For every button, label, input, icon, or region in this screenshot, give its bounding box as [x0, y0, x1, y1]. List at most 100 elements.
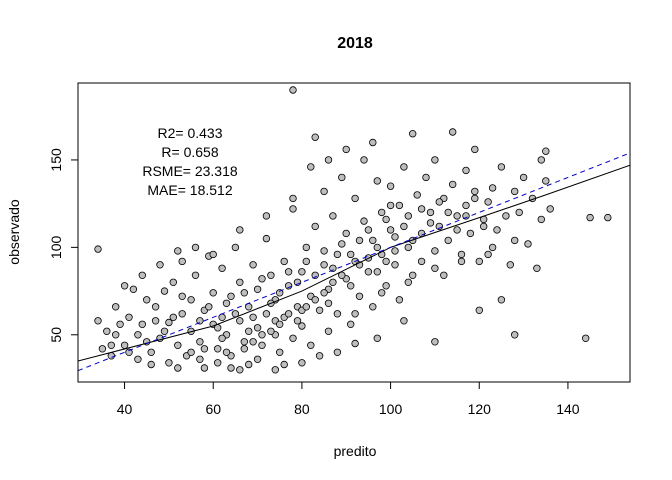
data-point: [502, 212, 510, 220]
data-point: [196, 338, 204, 346]
data-point: [289, 205, 297, 213]
data-point: [511, 331, 519, 339]
data-point: [462, 201, 470, 210]
data-point: [125, 313, 133, 321]
data-point: [169, 278, 177, 286]
data-point: [369, 138, 377, 147]
data-point: [218, 313, 226, 321]
data-point: [258, 341, 266, 349]
data-point: [582, 334, 590, 342]
data-point: [382, 282, 390, 290]
data-point: [94, 245, 102, 253]
data-point: [169, 313, 177, 321]
data-point: [338, 173, 346, 182]
data-point: [209, 289, 217, 297]
data-point: [165, 318, 173, 327]
data-point: [111, 303, 120, 311]
data-point: [444, 236, 452, 245]
data-point: [347, 250, 355, 259]
data-point: [338, 240, 346, 248]
data-point: [315, 352, 324, 360]
y-tick-label: 150: [48, 148, 64, 172]
x-tick-label: 80: [294, 401, 310, 417]
data-point: [329, 278, 337, 286]
data-point: [107, 341, 115, 349]
data-point: [347, 320, 355, 328]
data-point: [431, 156, 439, 164]
data-point: [364, 268, 373, 276]
data-point: [355, 236, 364, 245]
data-point: [134, 355, 142, 363]
data-point: [249, 313, 257, 321]
data-point: [360, 156, 368, 164]
data-point: [165, 359, 173, 367]
data-point: [320, 261, 328, 269]
data-point: [453, 226, 461, 234]
data-point: [333, 348, 342, 356]
data-point: [449, 180, 457, 189]
data-point: [395, 296, 404, 304]
data-point: [236, 226, 244, 234]
data-point: [324, 299, 333, 307]
data-point: [311, 222, 319, 231]
data-point: [213, 359, 222, 367]
data-point: [253, 355, 262, 363]
stat-rsme: RSME= 23.318: [142, 163, 238, 179]
axes: 40 60 80 100 120 140 50 100 150: [48, 148, 580, 417]
data-point: [240, 345, 248, 353]
data-point: [351, 194, 359, 203]
data-point: [391, 261, 399, 269]
data-point: [227, 364, 235, 372]
data-point: [378, 208, 386, 217]
data-point: [289, 334, 297, 342]
data-point: [342, 145, 350, 154]
data-point: [227, 292, 235, 300]
data-point: [369, 303, 377, 311]
data-point: [519, 173, 528, 182]
data-point: [302, 257, 310, 266]
data-point: [174, 364, 182, 372]
data-point: [151, 303, 160, 311]
data-point: [276, 320, 284, 328]
data-point: [435, 198, 443, 206]
x-tick-label: 40: [117, 401, 133, 417]
data-point: [417, 257, 426, 266]
data-point: [267, 271, 275, 279]
data-point: [466, 229, 475, 238]
data-point: [484, 198, 492, 206]
data-point: [178, 310, 186, 318]
data-point: [324, 156, 333, 164]
x-axis-label: predito: [334, 443, 377, 459]
data-point: [178, 292, 186, 300]
data-point: [160, 287, 169, 295]
data-point: [187, 296, 195, 304]
data-point: [333, 250, 342, 259]
data-point: [289, 86, 297, 94]
data-point: [174, 247, 182, 255]
data-point: [364, 226, 373, 234]
data-point: [511, 187, 519, 196]
data-point: [537, 215, 545, 224]
data-point: [94, 317, 102, 325]
data-point: [267, 327, 275, 335]
data-point: [253, 285, 262, 293]
data-point: [280, 360, 288, 369]
data-point: [426, 208, 435, 217]
data-point: [302, 303, 310, 311]
data-point: [355, 292, 364, 300]
data-point: [103, 327, 111, 335]
x-tick-label: 140: [556, 401, 580, 417]
data-point: [160, 327, 169, 335]
data-point: [116, 320, 124, 328]
data-point: [262, 212, 271, 220]
data-point: [129, 285, 138, 293]
data-point: [351, 310, 359, 318]
data-point: [444, 208, 452, 217]
data-point: [262, 234, 271, 243]
data-point: [125, 348, 133, 356]
data-point: [386, 182, 395, 190]
data-point: [413, 191, 421, 199]
data-point: [431, 264, 439, 272]
data-point: [400, 222, 408, 231]
data-point: [426, 219, 435, 227]
